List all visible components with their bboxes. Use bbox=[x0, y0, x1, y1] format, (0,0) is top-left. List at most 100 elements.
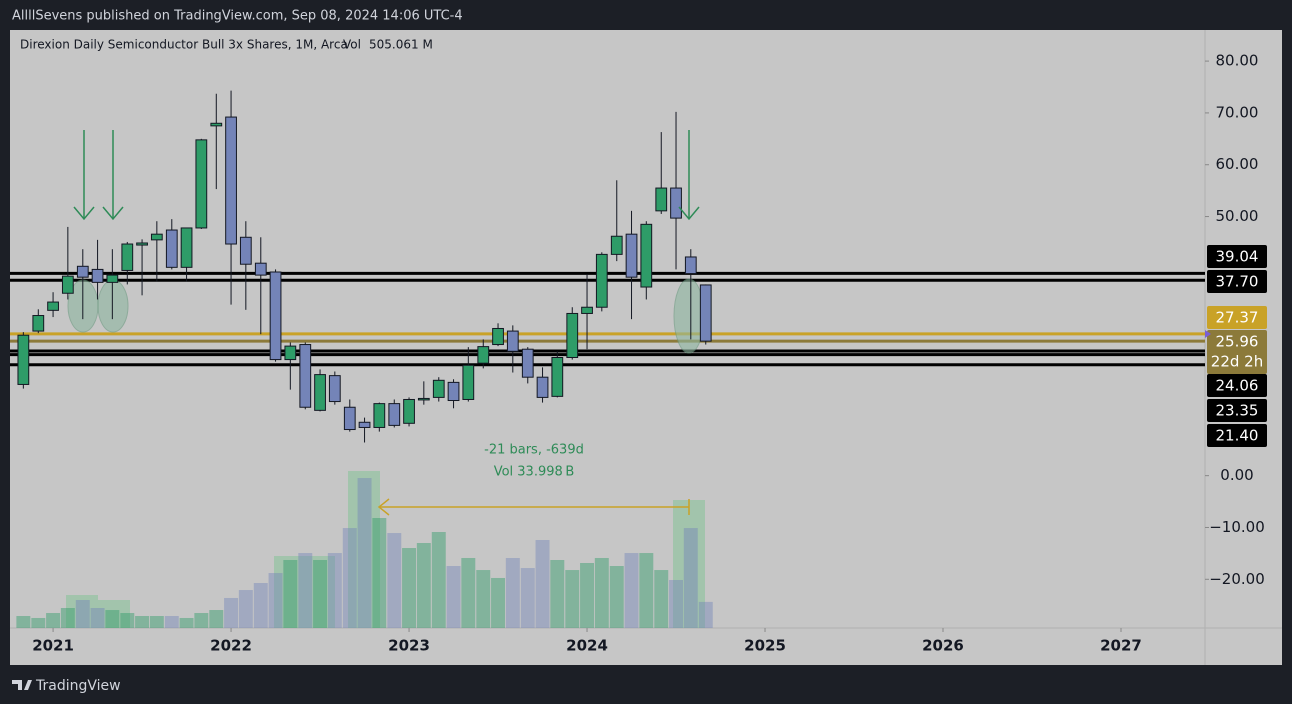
candle-body bbox=[521, 348, 534, 378]
candle-body bbox=[536, 376, 549, 398]
candle-body bbox=[670, 187, 682, 219]
x-tick-label: 2026 bbox=[922, 637, 964, 655]
volume-bar bbox=[461, 557, 476, 628]
highlight-box bbox=[98, 600, 130, 628]
volume-bar bbox=[416, 543, 431, 628]
publish-header: AllllSevens published on TradingView.com… bbox=[12, 9, 463, 24]
x-tick-label: 2022 bbox=[210, 637, 252, 655]
volume-bar bbox=[313, 560, 328, 628]
plot bbox=[10, 90, 1205, 628]
candle-body bbox=[477, 346, 490, 364]
volume-bar bbox=[75, 599, 90, 628]
candle-body bbox=[492, 327, 504, 346]
highlight-box bbox=[348, 471, 380, 628]
candle-body bbox=[551, 357, 564, 397]
volume-bar bbox=[31, 617, 46, 628]
volume-bar bbox=[135, 616, 150, 628]
y-tick-label: 0.00 bbox=[1220, 466, 1253, 484]
price-label-box bbox=[1207, 306, 1267, 329]
price-label: 37.70 bbox=[1216, 273, 1259, 291]
volume-bar bbox=[580, 563, 595, 628]
candle-body bbox=[625, 233, 638, 278]
arrow-head bbox=[73, 206, 95, 221]
x-tick-label: 2025 bbox=[744, 637, 786, 655]
candle-body bbox=[595, 253, 608, 308]
volume-bar bbox=[565, 570, 580, 628]
x-tick-label: 2027 bbox=[1100, 637, 1142, 655]
arrow-head bbox=[102, 206, 124, 221]
volume-bar bbox=[224, 597, 239, 628]
candle-body bbox=[328, 375, 341, 403]
price-label: 27.37 bbox=[1216, 309, 1259, 327]
price-label: 25.96 bbox=[1216, 333, 1259, 351]
volume-bar bbox=[372, 518, 387, 628]
y-tick-label: 60.00 bbox=[1216, 155, 1259, 173]
volume-bar bbox=[594, 557, 609, 628]
price-countdown: 22d 2h bbox=[1211, 353, 1263, 371]
price-label: 24.06 bbox=[1216, 377, 1259, 395]
price-label-box bbox=[1207, 330, 1267, 374]
candle-body bbox=[343, 406, 356, 431]
price-marker bbox=[1205, 330, 1211, 338]
candle-body bbox=[403, 398, 415, 424]
volume-bar bbox=[654, 570, 669, 628]
range-arrow-head bbox=[377, 498, 390, 516]
logo-icon bbox=[12, 680, 32, 690]
price-label: 39.04 bbox=[1216, 248, 1259, 266]
range-annotation: -21 bars, -639d bbox=[484, 443, 584, 458]
legend-vol-value: 505.061 M bbox=[369, 38, 433, 52]
volume-bar bbox=[194, 613, 209, 628]
volume-bar bbox=[149, 616, 164, 628]
candle-body bbox=[47, 301, 59, 311]
candle-body bbox=[180, 227, 193, 268]
volume-bar bbox=[535, 540, 550, 628]
y-tick-label: 80.00 bbox=[1216, 52, 1259, 70]
candle-body bbox=[136, 242, 148, 246]
candle-body bbox=[432, 379, 445, 398]
volume-bar bbox=[669, 580, 684, 628]
volume-bar bbox=[683, 528, 698, 628]
price-label-box bbox=[1207, 424, 1267, 447]
highlight-box bbox=[274, 556, 335, 628]
volume-bar bbox=[298, 553, 313, 628]
volume-bar bbox=[253, 582, 268, 628]
volume-bar bbox=[90, 608, 105, 628]
candle-body bbox=[106, 274, 119, 283]
volume-bar bbox=[491, 577, 506, 628]
candle-body bbox=[195, 139, 208, 229]
volume-bar bbox=[550, 560, 565, 628]
volume-bar bbox=[46, 613, 61, 628]
volume-bar bbox=[179, 617, 194, 628]
range-volume-annotation: Vol 33.998 B bbox=[494, 465, 575, 480]
volume-bar bbox=[16, 616, 31, 628]
volume-bar bbox=[209, 610, 224, 628]
candle-body bbox=[254, 262, 267, 276]
candle-body bbox=[284, 345, 297, 361]
volume-bar bbox=[342, 528, 357, 628]
candle-body bbox=[32, 315, 45, 332]
candle-body bbox=[388, 403, 401, 426]
candle-body bbox=[299, 344, 312, 408]
price-label: 21.40 bbox=[1216, 427, 1259, 445]
x-tick-label: 2021 bbox=[32, 637, 74, 655]
volume-bar bbox=[476, 570, 491, 628]
highlight-ellipse bbox=[97, 279, 129, 333]
candle-body bbox=[91, 268, 104, 283]
candle-body bbox=[699, 284, 712, 342]
highlight-box bbox=[66, 595, 98, 628]
price-label-box bbox=[1207, 374, 1267, 397]
candle-body bbox=[225, 116, 237, 245]
volume-bar bbox=[60, 608, 75, 628]
highlight-ellipse bbox=[673, 278, 705, 354]
price-label-box bbox=[1207, 245, 1267, 268]
volume-bar bbox=[164, 616, 179, 628]
candle-body bbox=[640, 223, 653, 288]
price-label-box bbox=[1207, 399, 1267, 422]
legend-vol-name: Vol bbox=[343, 38, 361, 52]
tv-logo bbox=[12, 680, 32, 690]
candle-body bbox=[684, 256, 697, 275]
y-tick-label: 70.00 bbox=[1216, 103, 1259, 121]
y-tick-label: −20.00 bbox=[1209, 570, 1265, 588]
volume-bar bbox=[327, 553, 342, 628]
